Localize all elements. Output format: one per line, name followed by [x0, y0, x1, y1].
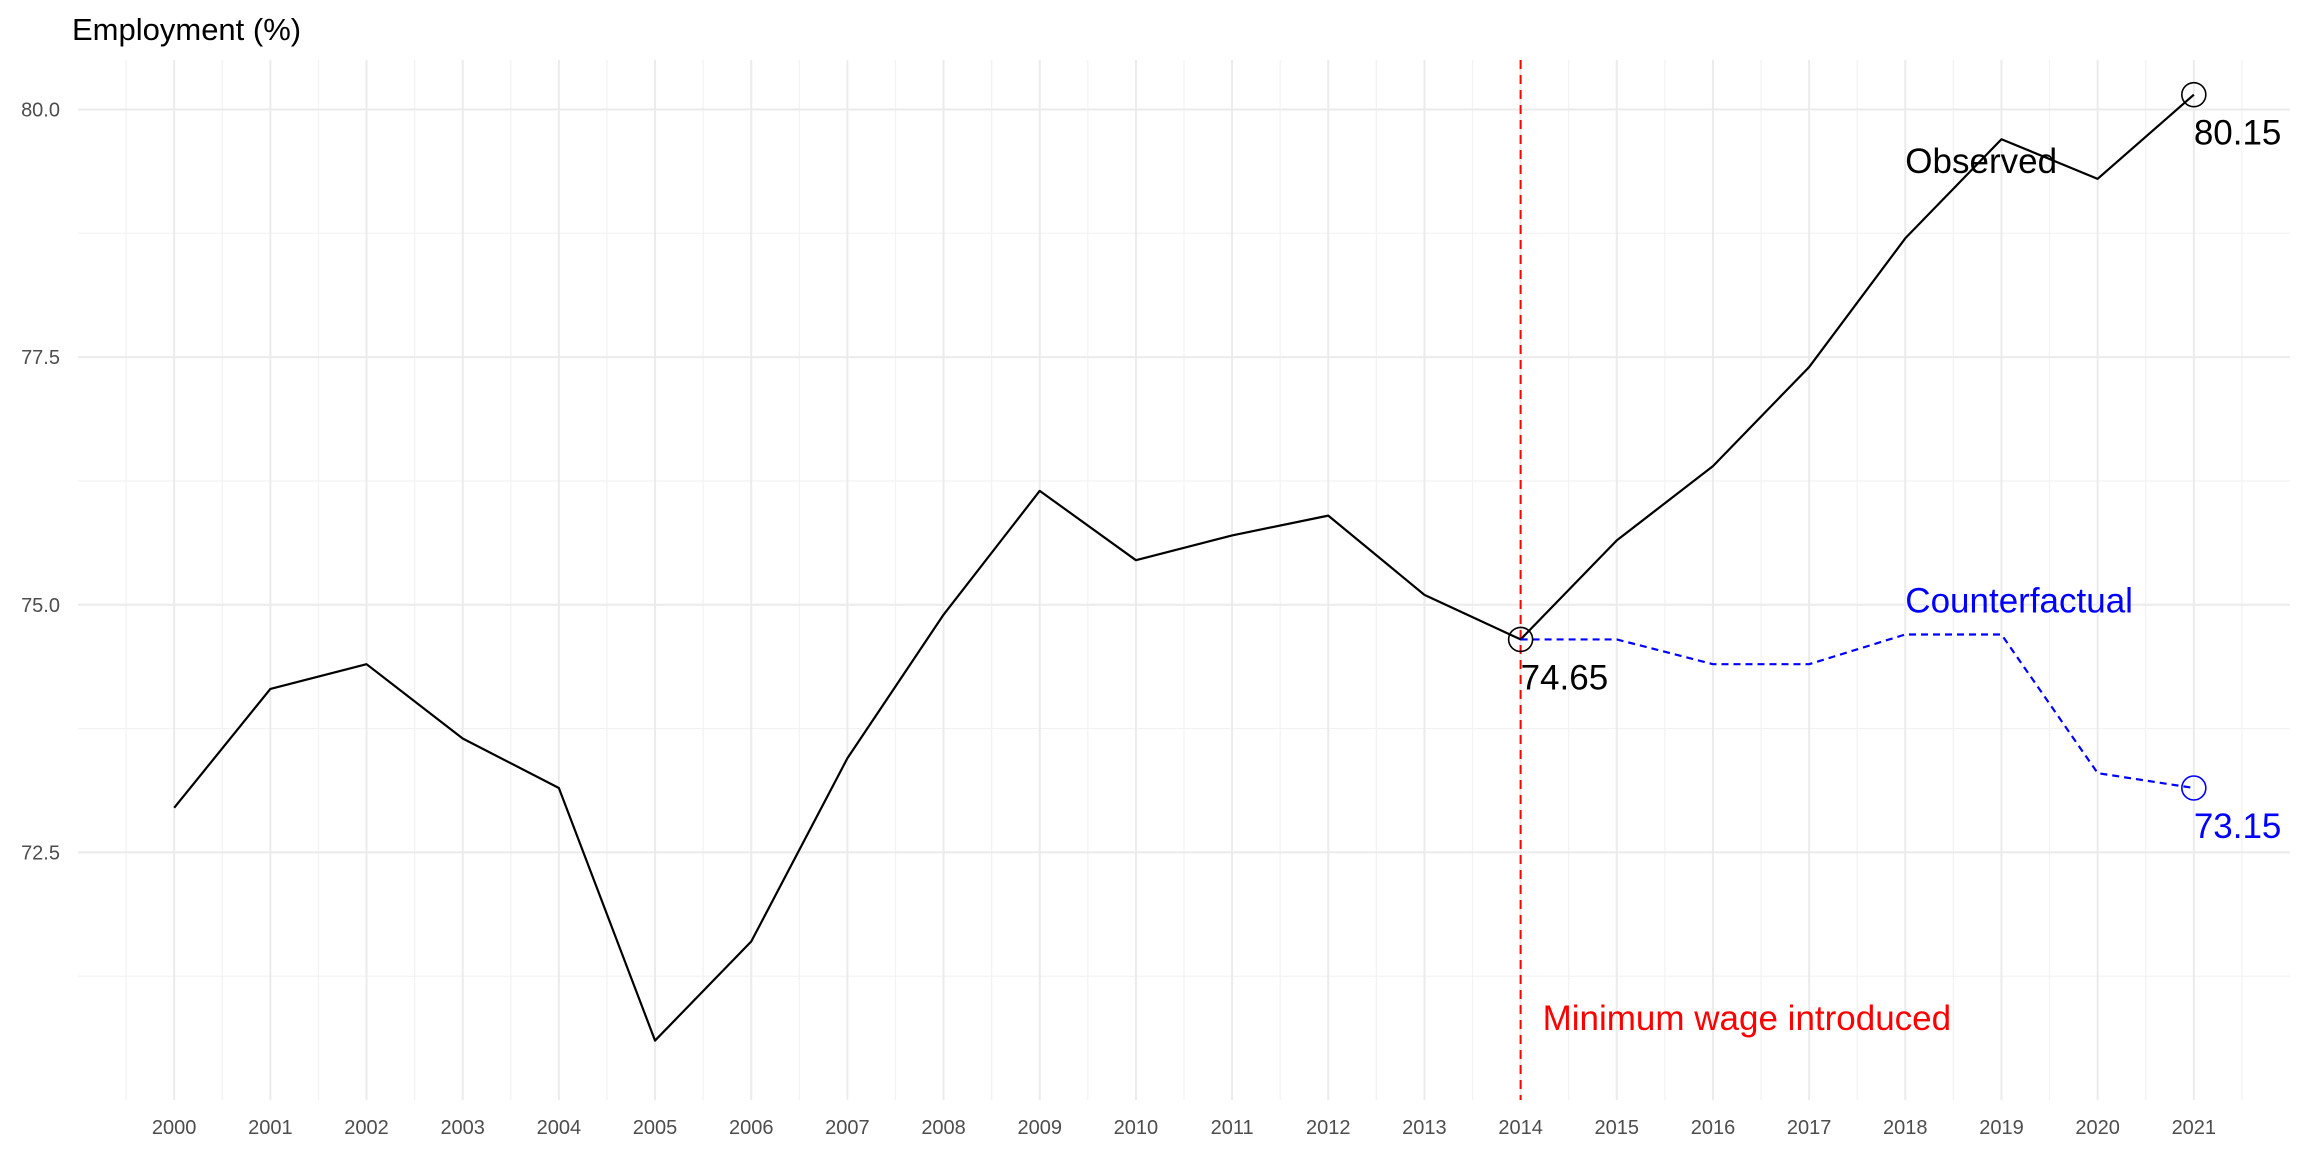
x-tick-label: 2004	[537, 1117, 582, 1139]
x-tick-label: 2020	[2075, 1117, 2120, 1139]
x-axis-ticks: 2000 2001 2002 2003 2004 2005 2006 2007 2008 2009…	[152, 1117, 2216, 1139]
y-tick-label: 72.5	[21, 842, 60, 864]
x-tick-label: 2005	[633, 1117, 678, 1139]
y-axis-ticks: 72.5 75.0 77.5 80.0	[21, 100, 60, 865]
series-label-counterfactual: Counterfactual	[1905, 581, 2133, 620]
x-tick-label: 2017	[1787, 1117, 1832, 1139]
x-tick-label: 2007	[825, 1117, 870, 1139]
x-tick-label: 2019	[1979, 1117, 2024, 1139]
x-tick-label: 2003	[440, 1117, 485, 1139]
minor-gridlines	[78, 60, 2290, 1100]
x-tick-label: 2010	[1114, 1117, 1159, 1139]
y-tick-label: 75.0	[21, 595, 60, 617]
x-tick-label: 2021	[2172, 1117, 2217, 1139]
y-tick-label: 77.5	[21, 347, 60, 369]
x-tick-label: 2015	[1595, 1117, 1640, 1139]
series-line-observed	[173, 93, 2195, 1042]
series-line-counterfactual	[1520, 633, 2194, 790]
point-marker	[1507, 626, 1534, 653]
point-marker	[2181, 775, 2207, 801]
x-tick-label: 2012	[1306, 1117, 1351, 1139]
x-tick-label: 2002	[344, 1117, 389, 1139]
y-axis-title: Employment (%)	[72, 12, 301, 47]
series-label-observed: Observed	[1905, 142, 2057, 181]
point-value-label: 73.15	[2194, 807, 2282, 846]
x-tick-label: 2001	[248, 1117, 293, 1139]
x-tick-label: 2016	[1691, 1117, 1736, 1139]
intervention-label: Minimum wage introduced	[1543, 999, 1952, 1038]
point-labels: 74.65 80.15 73.15	[1507, 81, 2282, 846]
point-value-label: 80.15	[2194, 114, 2282, 153]
x-tick-label: 2011	[1211, 1117, 1254, 1139]
x-tick-label: 2013	[1402, 1117, 1447, 1139]
point-value-label: 74.65	[1521, 658, 1609, 697]
x-tick-label: 2018	[1883, 1117, 1928, 1139]
major-gridlines	[78, 60, 2290, 1100]
x-tick-label: 2000	[152, 1117, 197, 1139]
series-group: Observed Counterfactual	[173, 93, 2195, 1042]
x-tick-label: 2014	[1498, 1117, 1543, 1139]
x-tick-label: 2009	[1017, 1117, 1062, 1139]
x-tick-label: 2008	[921, 1117, 966, 1139]
point-marker	[2181, 81, 2207, 108]
x-tick-label: 2006	[729, 1117, 774, 1139]
y-tick-label: 80.0	[21, 100, 60, 122]
